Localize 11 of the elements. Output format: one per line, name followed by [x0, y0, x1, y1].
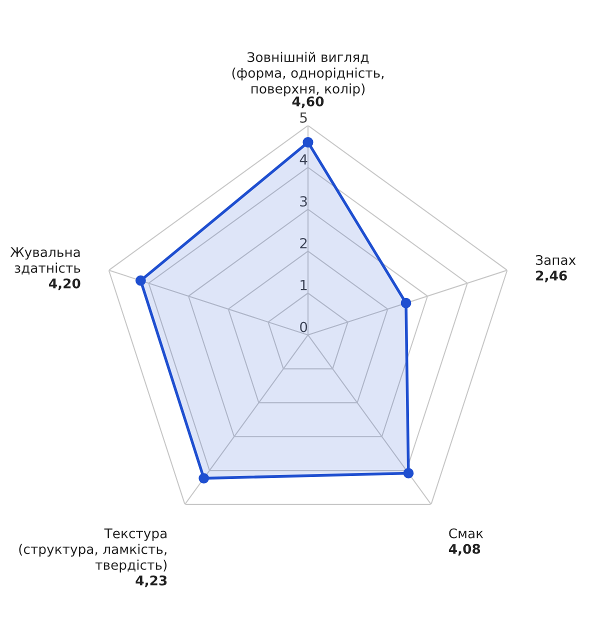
spoke-label: Зовнішній вигляд (форма, однорідність, поверхня, колір) 4,60	[232, 52, 384, 108]
y-tick-label: 2	[300, 238, 307, 248]
spoke-label: Текстура (структура, ламкість, твердість) 4,23	[19, 528, 167, 588]
y-tick-label: 4	[300, 154, 308, 165]
spoke-label: Смак 4,08	[448, 528, 484, 556]
y-tick-label: 5	[300, 112, 307, 123]
spoke-label: Запах 2,46	[536, 255, 576, 282]
y-tick-label: 0	[300, 322, 308, 332]
y-tick-label: 1	[300, 280, 307, 290]
y-tick-label: 3	[300, 196, 307, 207]
spoke-label: Жувальна здатність 4,20	[10, 247, 80, 290]
